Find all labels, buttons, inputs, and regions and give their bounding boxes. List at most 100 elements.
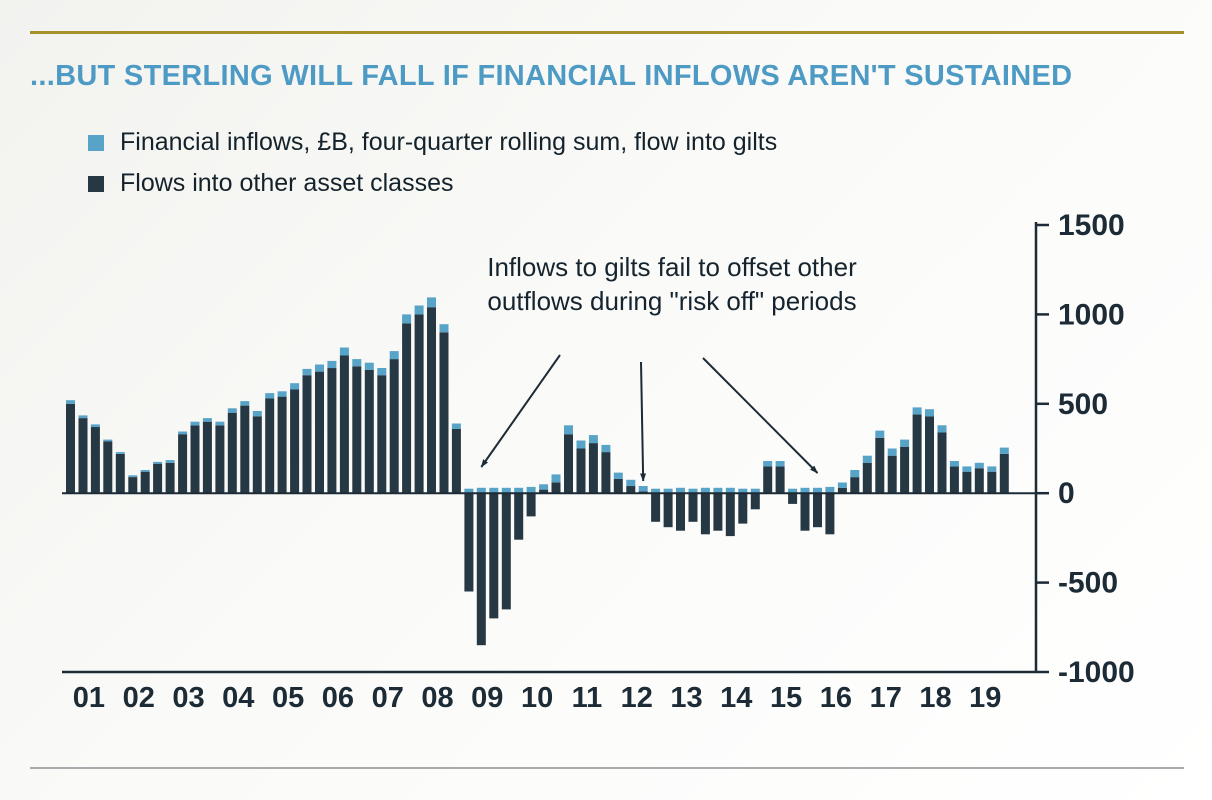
bar-other: [949, 466, 959, 494]
x-tick-label: 18: [919, 682, 951, 714]
bar-gilts: [526, 486, 536, 494]
annotation-arrow: [480, 354, 561, 468]
bar-gilts: [601, 444, 611, 453]
chart-title: ...BUT STERLING WILL FALL IF FINANCIAL I…: [30, 60, 1073, 92]
bar-other: [974, 468, 984, 494]
bar-other: [190, 425, 200, 494]
bar-other: [290, 389, 300, 494]
y-tick-label: 1500: [1058, 209, 1125, 242]
y-tick-label: -1000: [1058, 656, 1135, 689]
bar-other: [165, 462, 175, 494]
bar-other: [800, 493, 810, 531]
bar-other: [140, 471, 150, 494]
bar-gilts: [115, 452, 125, 454]
bar-gilts: [202, 418, 212, 422]
x-tick-label: 19: [969, 682, 1001, 714]
bar-gilts: [638, 486, 648, 492]
bar-other: [626, 486, 636, 494]
bar-gilts: [775, 461, 785, 467]
bar-gilts: [912, 407, 922, 415]
bar-other: [588, 443, 598, 494]
bar-gilts: [290, 383, 300, 390]
bar-gilts: [788, 488, 798, 494]
bar-gilts: [178, 431, 188, 435]
bar-other: [837, 487, 847, 494]
bar-other: [377, 375, 387, 494]
bar-gilts: [875, 430, 885, 438]
bar-other: [750, 493, 760, 510]
bar-gilts: [613, 472, 623, 479]
bar-gilts: [800, 487, 810, 494]
bar-other: [451, 428, 461, 494]
bar-other: [887, 455, 897, 494]
bar-other: [66, 403, 75, 494]
x-tick-label: 10: [521, 682, 553, 714]
bar-other: [439, 332, 449, 494]
bar-other: [663, 493, 673, 528]
bar-other: [252, 416, 262, 494]
bar-other: [875, 437, 885, 494]
bar-other: [153, 463, 163, 494]
bar-other: [900, 446, 910, 494]
bar-other: [128, 477, 138, 494]
bar-gilts: [576, 440, 586, 449]
x-tick-label: 02: [123, 682, 155, 714]
bar-other: [912, 414, 922, 494]
bar-other: [178, 434, 188, 494]
bar-gilts: [651, 488, 661, 494]
bar-other: [327, 368, 337, 494]
bar-other: [651, 493, 661, 522]
legend-swatch-other-icon: [88, 175, 104, 192]
bar-other: [763, 466, 773, 494]
annotation-text: Inflows to gilts fail to offset other ou…: [487, 252, 857, 317]
bar-other: [302, 375, 312, 494]
bar-gilts: [90, 424, 100, 428]
bar-gilts: [190, 421, 200, 426]
x-tick-label: 01: [73, 682, 105, 714]
legend: Financial inflows, £B, four-quarter roll…: [88, 128, 777, 198]
bar-gilts: [738, 488, 748, 494]
bar-gilts: [252, 411, 262, 417]
bar-other: [613, 478, 623, 494]
bar-other: [713, 493, 723, 531]
bar-gilts: [564, 425, 573, 435]
bar-other: [402, 323, 412, 494]
x-tick-label: 04: [222, 682, 254, 714]
bar-gilts: [265, 393, 275, 399]
x-tick-label: 15: [770, 682, 802, 714]
x-tick-label: 14: [720, 682, 752, 714]
bar-gilts: [476, 487, 486, 494]
bar-other: [850, 477, 860, 494]
bar-gilts: [103, 439, 113, 442]
bar-gilts: [900, 439, 910, 447]
bar-gilts: [327, 360, 337, 369]
bar-other: [90, 427, 100, 494]
bar-other: [78, 418, 88, 494]
bar-gilts: [315, 364, 324, 372]
bar-gilts: [837, 482, 847, 488]
bar-other: [501, 493, 511, 610]
x-tick-label: 17: [870, 682, 902, 714]
bar-gilts: [339, 347, 349, 356]
bar-gilts: [850, 470, 860, 478]
bar-gilts: [514, 487, 524, 494]
bar-gilts: [887, 448, 897, 456]
bar-gilts: [925, 409, 934, 417]
bar-other: [427, 307, 436, 494]
stacked-bar-chart: 1500 1000 500 0 -500 -1000 01 02 03 04 05 06 07 08 09 1…: [62, 209, 1135, 714]
bar-gilts: [688, 488, 698, 494]
bar-other: [564, 434, 573, 494]
bar-other: [788, 493, 798, 504]
bar-gilts: [389, 351, 399, 360]
bar-gilts: [962, 466, 972, 472]
bar-other: [526, 493, 536, 517]
bar-gilts: [663, 488, 673, 494]
bar-gilts: [501, 487, 511, 494]
bar-other: [103, 441, 113, 494]
bar-gilts: [153, 461, 163, 464]
legend-item-gilts: Financial inflows, £B, four-quarter roll…: [88, 128, 777, 157]
bar-other: [115, 453, 125, 494]
bar-other: [389, 359, 399, 494]
bar-other: [551, 482, 561, 494]
